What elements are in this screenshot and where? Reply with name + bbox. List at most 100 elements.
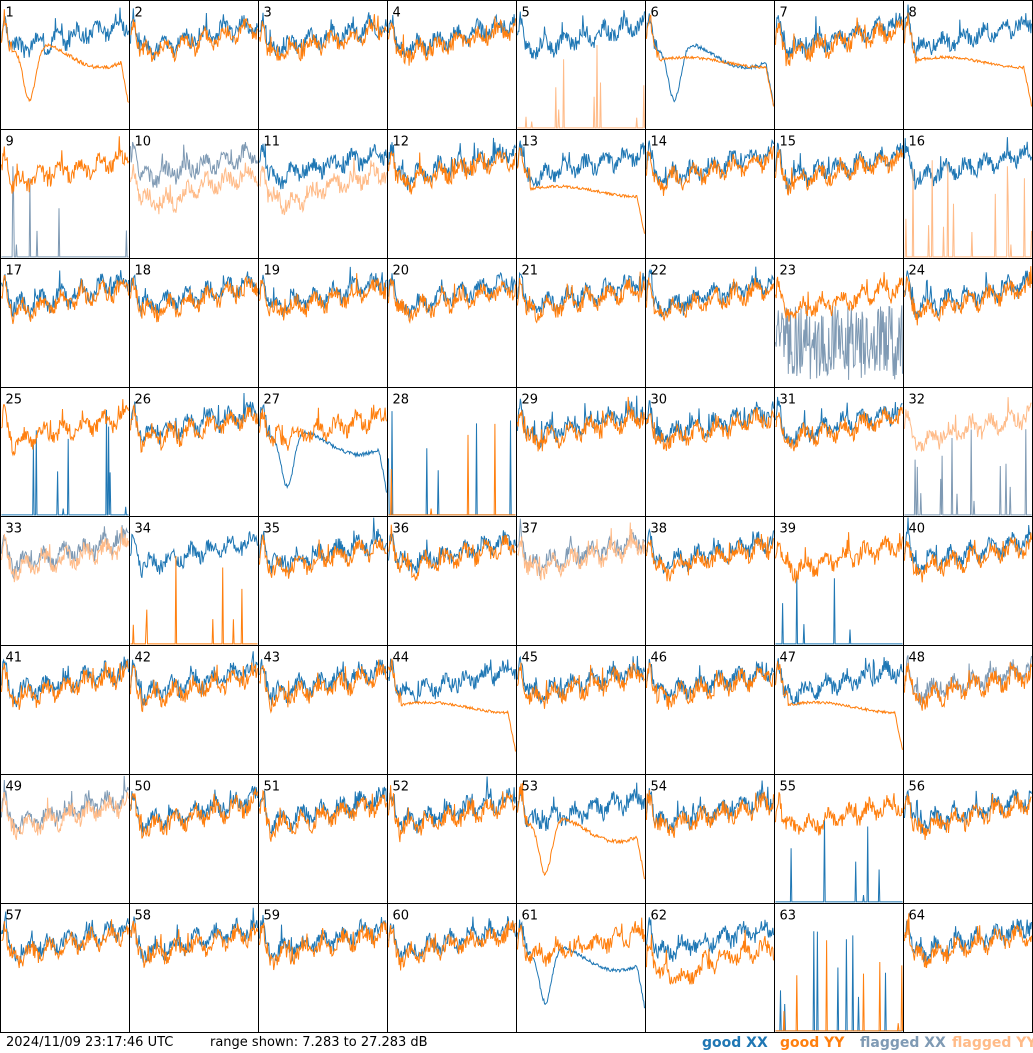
panel-label: 12	[393, 135, 410, 150]
panel-frame	[129, 645, 259, 775]
panel-frame	[516, 0, 646, 130]
panel-57: 57	[0, 903, 130, 1033]
series-good-yy	[388, 150, 516, 195]
panel-48: 48	[903, 645, 1033, 775]
panel-2: 2	[129, 0, 259, 130]
series-good-yy	[130, 555, 258, 645]
panel-frame	[903, 0, 1033, 130]
series-good-xx	[259, 143, 387, 190]
series-good-yy	[646, 277, 774, 322]
series-good-yy	[1, 274, 129, 325]
panel-label: 35	[264, 522, 281, 537]
series-good-yy	[775, 792, 903, 836]
panel-label: 48	[909, 651, 926, 666]
series-good-xx	[775, 396, 903, 447]
series-good-xx	[130, 785, 258, 836]
panel-frame	[774, 774, 904, 904]
series-flagged-yy	[904, 160, 1032, 258]
series-good-yy	[388, 524, 516, 581]
series-good-yy	[130, 662, 258, 713]
panel-19: 19	[258, 258, 388, 388]
series-good-xx	[517, 140, 645, 189]
series-good-yy	[517, 783, 645, 880]
series-flagged-xx	[775, 305, 903, 380]
series-good-xx	[646, 528, 774, 574]
panel-label: 40	[909, 522, 926, 537]
series-good-yy	[517, 661, 645, 709]
panel-frame	[0, 516, 130, 646]
panel-46: 46	[645, 645, 775, 775]
range-label: range shown: 7.283 to 27.283 dB	[210, 1035, 428, 1050]
series-good-yy	[130, 403, 258, 453]
series-good-xx	[517, 782, 645, 832]
panel-25: 25	[0, 387, 130, 517]
series-flagged-yy	[1, 526, 129, 583]
series-good-xx	[646, 266, 774, 318]
panel-11: 11	[258, 129, 388, 259]
panel-label: 5	[522, 6, 530, 21]
series-good-xx	[388, 776, 516, 834]
panel-frame	[129, 0, 259, 130]
series-good-yy	[517, 271, 645, 324]
series-flagged-yy	[259, 158, 387, 216]
series-good-yy	[259, 14, 387, 62]
series-good-yy	[775, 149, 903, 196]
series-good-yy	[259, 921, 387, 971]
panel-frame	[387, 903, 517, 1033]
panel-29: 29	[516, 387, 646, 517]
panel-label: 56	[909, 780, 926, 795]
panel-30: 30	[645, 387, 775, 517]
panel-54: 54	[645, 774, 775, 904]
series-good-yy	[517, 146, 645, 234]
series-good-yy	[904, 662, 1032, 711]
panel-44: 44	[387, 645, 517, 775]
panel-label: 52	[393, 780, 410, 795]
panel-label: 11	[264, 135, 281, 150]
panel-63: 63	[774, 903, 904, 1033]
panel-22: 22	[645, 258, 775, 388]
series-good-yy	[1, 136, 129, 194]
series-good-xx	[388, 658, 516, 704]
panel-40: 40	[903, 516, 1033, 646]
panel-1: 1	[0, 0, 130, 130]
panel-label: 15	[780, 135, 797, 150]
series-good-xx	[1, 409, 129, 516]
panel-12: 12	[387, 129, 517, 259]
series-good-xx	[904, 918, 1032, 963]
panel-15: 15	[774, 129, 904, 259]
series-flagged-yy	[517, 44, 645, 129]
panel-10: 10	[129, 129, 259, 259]
series-good-yy	[646, 14, 774, 107]
panel-label: 43	[264, 651, 281, 666]
series-good-yy	[259, 404, 387, 451]
series-flagged-yy	[130, 162, 258, 215]
panel-8: 8	[903, 0, 1033, 130]
panel-frame	[258, 774, 388, 904]
panel-label: 55	[780, 780, 797, 795]
panel-31: 31	[774, 387, 904, 517]
panel-9: 9	[0, 129, 130, 259]
panel-frame	[645, 129, 775, 259]
panel-36: 36	[387, 516, 517, 646]
series-flagged-yy	[904, 397, 1032, 452]
series-flagged-yy	[517, 522, 645, 581]
series-good-yy	[646, 533, 774, 582]
panel-frame	[129, 258, 259, 388]
panel-label: 61	[522, 909, 539, 924]
series-good-xx	[130, 907, 258, 963]
panel-59: 59	[258, 903, 388, 1033]
panel-label: 26	[135, 393, 152, 408]
series-good-xx	[1, 7, 129, 59]
series-good-xx	[130, 651, 258, 706]
series-flagged-xx	[1, 775, 129, 835]
panel-frame	[258, 645, 388, 775]
panel-frame	[645, 645, 775, 775]
legend-good-xx: good XX	[702, 1035, 768, 1051]
series-good-yy	[646, 789, 774, 838]
panel-43: 43	[258, 645, 388, 775]
panel-label: 17	[6, 264, 23, 279]
panel-24: 24	[903, 258, 1033, 388]
series-good-yy	[388, 278, 516, 324]
series-good-yy	[904, 792, 1032, 841]
panel-label: 9	[6, 135, 14, 150]
